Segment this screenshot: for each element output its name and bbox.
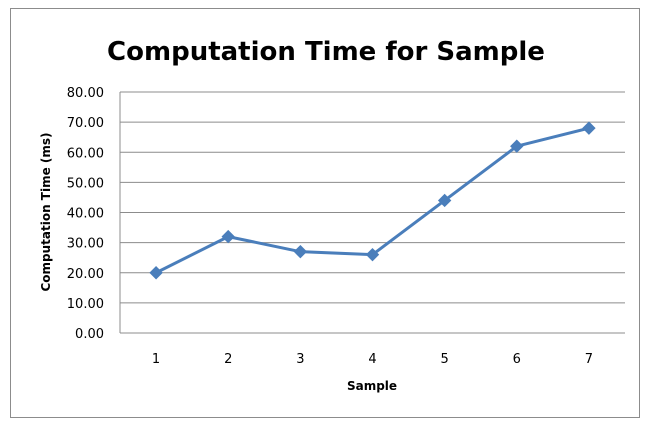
axes: [119, 92, 625, 334]
y-axis-title: Computation Time (ms): [39, 132, 53, 291]
data-point: [510, 139, 524, 153]
y-tick-label: 20.00: [67, 267, 104, 282]
y-tick-label: 30.00: [67, 237, 104, 252]
data-point: [293, 244, 308, 259]
data-point: [582, 121, 596, 135]
y-tick-labels: 0.00 10.00 20.00 30.00 40.00 50.00 60.00 70.00 8…: [67, 86, 104, 342]
x-tick-labels: 1 2 3 4 5 6 7: [152, 352, 593, 367]
data-point: [437, 193, 452, 208]
y-tick-label: 70.00: [67, 116, 104, 131]
x-tick-label: 4: [368, 352, 376, 367]
x-tick-label: 5: [441, 352, 449, 367]
x-tick-label: 6: [513, 352, 521, 367]
data-point: [365, 247, 380, 262]
y-tick-label: 80.00: [67, 86, 104, 101]
chart-title: Computation Time for Sample: [107, 37, 545, 67]
y-tick-label: 0.00: [75, 327, 104, 342]
grid-lines: [120, 91, 625, 304]
data-point: [221, 229, 235, 244]
x-tick-label: 7: [585, 352, 593, 367]
y-tick-label: 10.00: [67, 297, 104, 312]
x-axis-title: Sample: [347, 379, 397, 393]
y-tick-label: 40.00: [67, 207, 104, 222]
series: [149, 121, 596, 280]
x-tick-label: 2: [224, 352, 232, 367]
x-tick-label: 3: [296, 352, 304, 367]
y-tick-label: 60.00: [67, 146, 104, 161]
data-point: [149, 266, 163, 280]
x-tick-label: 1: [152, 352, 160, 367]
y-tick-label: 50.00: [67, 176, 104, 191]
